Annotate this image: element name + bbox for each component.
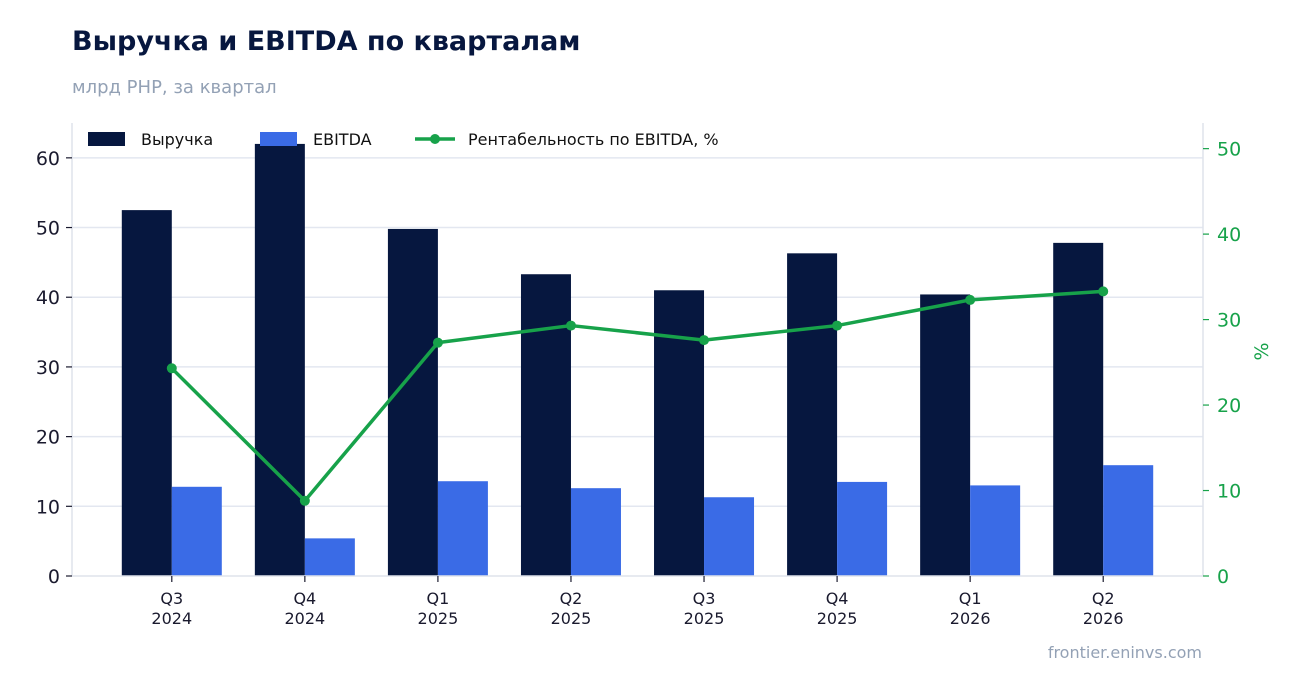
right-tick-label: 40 xyxy=(1217,224,1241,246)
ebitda-bar xyxy=(970,485,1021,576)
margin-point xyxy=(699,335,710,346)
margin-point xyxy=(432,337,443,348)
revenue-bar xyxy=(920,294,971,576)
legend-swatch-margin-point xyxy=(430,134,440,144)
x-tick-label: Q4 2025 xyxy=(817,589,858,628)
x-tick-label-line: Q4 xyxy=(293,589,316,608)
ebitda-bar xyxy=(304,538,355,576)
revenue-bar xyxy=(654,290,705,576)
ebitda-bar xyxy=(704,497,755,576)
revenue-bar xyxy=(520,274,571,576)
legend-swatch-ebitda xyxy=(260,132,297,146)
x-tick-label: Q1 2025 xyxy=(418,589,459,628)
line-layer xyxy=(166,286,1109,506)
x-tick-label: Q1 2026 xyxy=(950,589,991,628)
left-tick-label: 10 xyxy=(36,496,60,518)
x-tick-label-line: 2025 xyxy=(817,609,858,628)
right-tick-label: 30 xyxy=(1217,310,1241,332)
revenue-bar xyxy=(387,228,438,576)
ebitda-bar xyxy=(1103,465,1154,576)
x-tick-label-line: Q1 xyxy=(959,589,982,608)
ebitda-bar xyxy=(570,488,621,576)
revenue-bar xyxy=(1053,242,1104,576)
legend-swatch-revenue xyxy=(88,132,125,146)
chart-subtitle: млрд РНР, за квартал xyxy=(72,77,277,98)
x-tick-label-line: 2025 xyxy=(684,609,725,628)
revenue-bar xyxy=(254,143,305,576)
x-tick-label-line: Q2 xyxy=(560,589,583,608)
legend: Выручка EBITDA Рентабельность по EBITDA, % xyxy=(88,130,719,149)
left-tick-label: 40 xyxy=(36,287,60,309)
left-tick-label: 50 xyxy=(36,218,60,240)
x-tick-label-line: Q3 xyxy=(693,589,716,608)
x-tick-label-line: Q4 xyxy=(826,589,849,608)
margin-point xyxy=(299,495,310,506)
revenue-bar xyxy=(121,210,172,576)
source-label: frontier.eninvs.com xyxy=(1047,643,1202,662)
revenue-bar xyxy=(787,253,838,576)
x-tick-label-line: 2025 xyxy=(418,609,459,628)
left-tick-label: 30 xyxy=(36,357,60,379)
right-tick-label: 20 xyxy=(1217,395,1241,417)
x-tick-label-line: 2026 xyxy=(1083,609,1124,628)
x-tick-label: Q2 2026 xyxy=(1083,589,1124,628)
margin-line xyxy=(170,289,1104,503)
legend-label-margin: Рентабельность по EBITDA, % xyxy=(468,130,719,149)
right-tick-label: 50 xyxy=(1217,139,1241,161)
margin-point xyxy=(565,320,576,331)
x-tick-label-line: Q2 xyxy=(1092,589,1115,608)
x-tick-label: Q3 2025 xyxy=(684,589,725,628)
left-tick-label: 60 xyxy=(36,148,60,170)
ebitda-bar xyxy=(437,481,488,576)
margin-point xyxy=(1098,286,1109,297)
right-tick-label: 0 xyxy=(1217,566,1229,588)
chart-title: Выручка и EBITDA по кварталам xyxy=(72,26,581,57)
x-tick-label: Q4 2024 xyxy=(284,589,325,628)
right-axis-label: % xyxy=(1251,342,1273,360)
legend-label-revenue: Выручка xyxy=(141,130,213,149)
left-tick-label: 0 xyxy=(48,566,60,588)
x-tick-label-line: Q1 xyxy=(427,589,450,608)
x-tick-label-line: 2024 xyxy=(284,609,325,628)
x-tick-label-line: Q3 xyxy=(160,589,183,608)
bars-layer xyxy=(121,143,1154,576)
x-tick-label-line: 2025 xyxy=(551,609,592,628)
x-tick-label: Q2 2025 xyxy=(551,589,592,628)
x-tick-label-line: 2026 xyxy=(950,609,991,628)
x-tick-label-line: 2024 xyxy=(151,609,192,628)
x-tick-label: Q3 2024 xyxy=(151,589,192,628)
ebitda-bar xyxy=(171,486,222,576)
margin-point xyxy=(832,320,843,331)
ebitda-bar xyxy=(837,481,888,576)
legend-label-ebitda: EBITDA xyxy=(313,130,372,149)
margin-point xyxy=(166,363,177,374)
right-tick-label: 10 xyxy=(1217,481,1241,503)
left-tick-label: 20 xyxy=(36,427,60,449)
margin-point xyxy=(965,294,976,305)
